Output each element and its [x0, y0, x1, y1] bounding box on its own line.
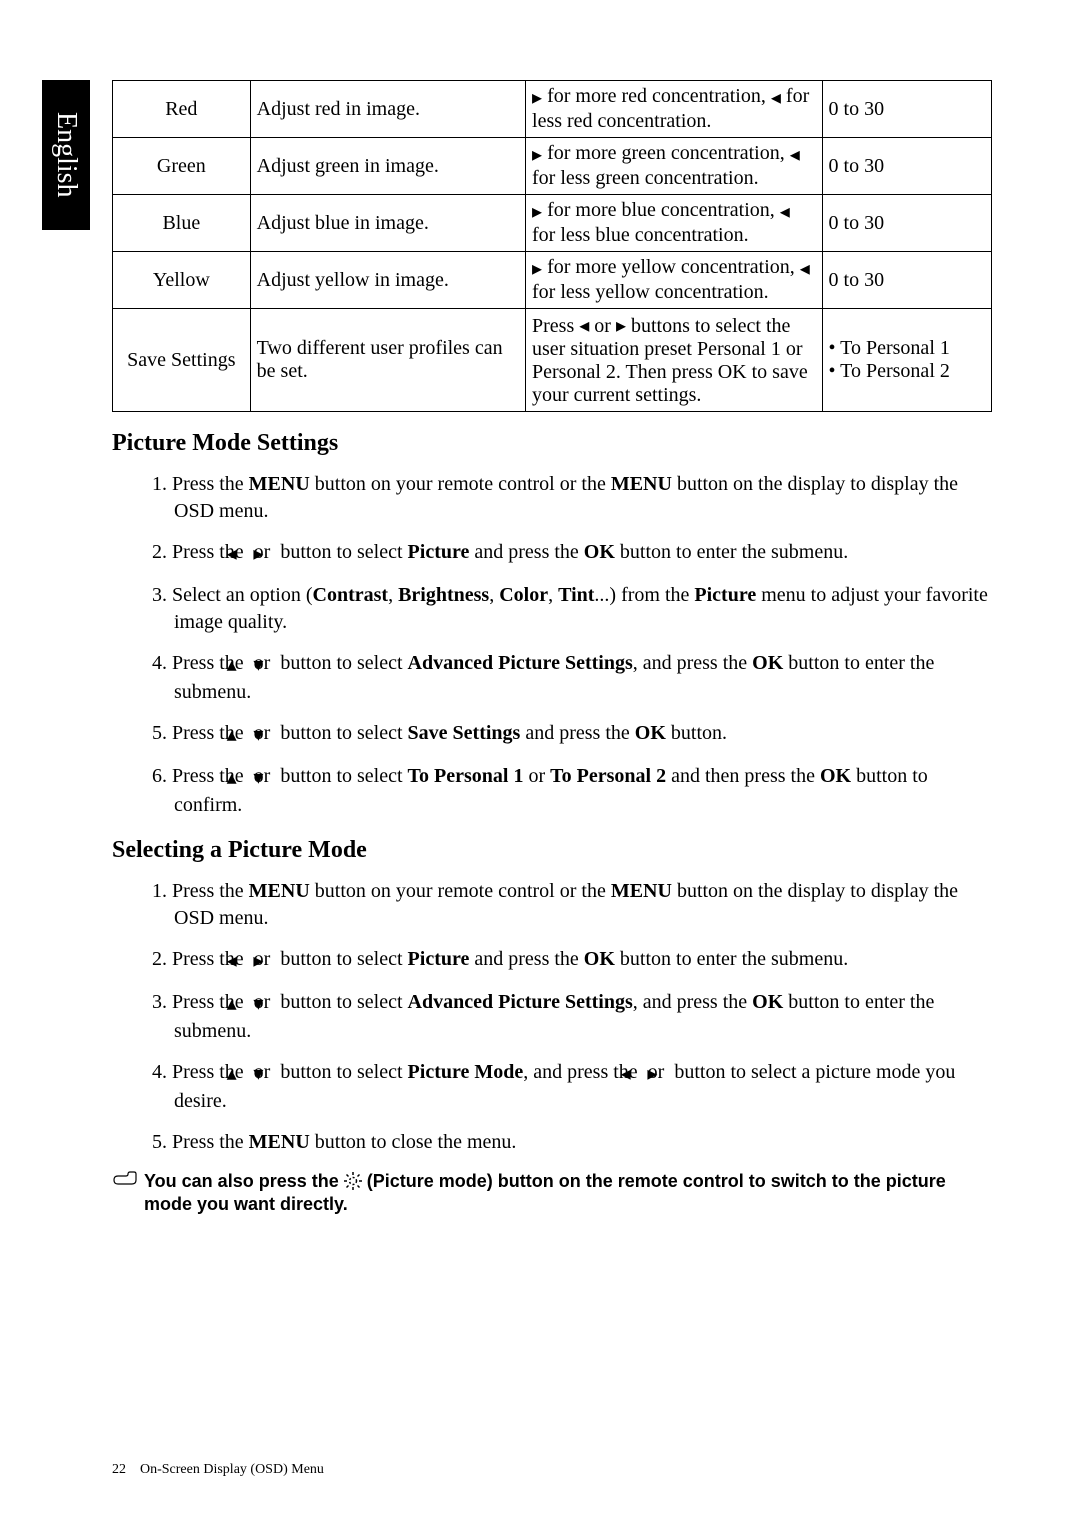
table-row: Red Adjust red in image. ▸ for more red … [113, 81, 992, 138]
page-footer: 22 On-Screen Display (OSD) Menu [112, 1462, 324, 1478]
right-icon: ▸ [532, 256, 542, 281]
cell-range: 0 to 30 [822, 252, 991, 309]
list-item: 3. Press the ▴ or ▾ button to select Adv… [152, 989, 992, 1045]
cell-desc: Adjust red in image. [250, 81, 525, 138]
left-icon: ◂ [800, 256, 810, 281]
note: You can also press the (Picture mode) bu… [112, 1170, 992, 1217]
cell-range: • To Personal 1 • To Personal 2 [822, 309, 991, 412]
instruction-list: 1. Press the MENU button on your remote … [112, 878, 992, 1156]
list-item: 4. Press the ▴ or ▾ button to select Pic… [152, 1059, 992, 1115]
list-item: 1. Press the MENU button on your remote … [152, 471, 992, 525]
section-heading: Selecting a Picture Mode [112, 837, 992, 864]
list-item: 4. Press the ▴ or ▾ button to select Adv… [152, 650, 992, 706]
cell-desc: Adjust blue in image. [250, 195, 525, 252]
settings-table: Red Adjust red in image. ▸ for more red … [112, 80, 992, 412]
note-text: You can also press the (Picture mode) bu… [144, 1170, 992, 1217]
cell-op: ▸ for more blue concentration, ◂ for les… [526, 195, 823, 252]
cell-op: ▸ for more red concentration, ◂ for less… [526, 81, 823, 138]
list-item: 3. Select an option (Contrast, Brightnes… [152, 582, 992, 636]
left-icon: ◂ [790, 142, 800, 167]
list-item: 2. Press the ◂ or ▸ button to select Pic… [152, 539, 992, 568]
instruction-list: 1. Press the MENU button on your remote … [112, 471, 992, 819]
cell-op: Press ◂ or ▸ buttons to select the user … [526, 309, 823, 412]
cell-range: 0 to 30 [822, 138, 991, 195]
cell-name: Blue [113, 195, 251, 252]
left-icon: ◂ [771, 85, 781, 110]
right-icon: ▸ [532, 142, 542, 167]
right-icon: ▸ [532, 199, 542, 224]
hand-pointer-icon [112, 1170, 138, 1195]
cell-name: Green [113, 138, 251, 195]
list-item: 6. Press the ▴ or ▾ button to select To … [152, 763, 992, 819]
page-number: 22 [112, 1462, 126, 1477]
table-row: Blue Adjust blue in image. ▸ for more bl… [113, 195, 992, 252]
brightness-icon [344, 1171, 367, 1191]
list-item: 5. Press the ▴ or ▾ button to select Sav… [152, 720, 992, 749]
cell-op: ▸ for more green concentration, ◂ for le… [526, 138, 823, 195]
table-row: Green Adjust green in image. ▸ for more … [113, 138, 992, 195]
table-row: Save Settings Two different user profile… [113, 309, 992, 412]
page-content: Red Adjust red in image. ▸ for more red … [112, 80, 992, 1217]
section-heading: Picture Mode Settings [112, 430, 992, 457]
cell-range: 0 to 30 [822, 81, 991, 138]
cell-op: ▸ for more yellow concentration, ◂ for l… [526, 252, 823, 309]
cell-desc: Adjust yellow in image. [250, 252, 525, 309]
cell-name: Yellow [113, 252, 251, 309]
cell-desc: Adjust green in image. [250, 138, 525, 195]
footer-title: On-Screen Display (OSD) Menu [140, 1462, 324, 1477]
cell-name: Red [113, 81, 251, 138]
left-icon: ◂ [780, 199, 790, 224]
list-item: 1. Press the MENU button on your remote … [152, 878, 992, 932]
cell-desc: Two different user profiles can be set. [250, 309, 525, 412]
list-item: 2. Press the ◂ or ▸ button to select Pic… [152, 946, 992, 975]
cell-range: 0 to 30 [822, 195, 991, 252]
cell-name: Save Settings [113, 309, 251, 412]
right-icon: ▸ [532, 85, 542, 110]
language-tab: English [42, 80, 90, 230]
table-row: Yellow Adjust yellow in image. ▸ for mor… [113, 252, 992, 309]
list-item: 5. Press the MENU button to close the me… [152, 1129, 992, 1156]
